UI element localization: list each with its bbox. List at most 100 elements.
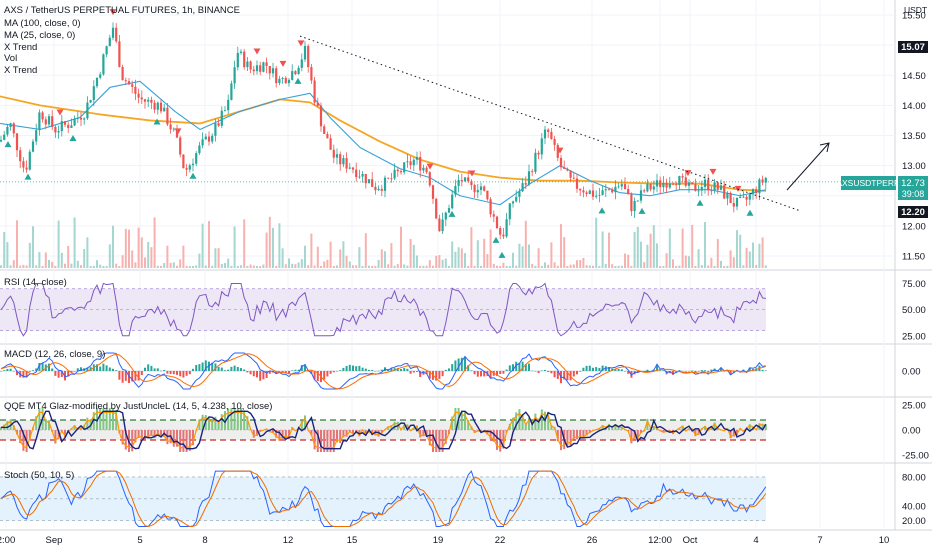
forecast-arrow[interactable]: [786, 142, 830, 191]
candle-body[interactable]: [511, 201, 515, 204]
candle-body[interactable]: [223, 110, 227, 111]
candle-body[interactable]: [588, 190, 591, 195]
candle-body[interactable]: [508, 203, 511, 220]
candle-body[interactable]: [591, 190, 595, 197]
candle-body[interactable]: [639, 190, 643, 201]
candle-body[interactable]: [684, 177, 687, 186]
candle-body[interactable]: [393, 169, 396, 179]
candle-body[interactable]: [246, 61, 249, 68]
candle-body[interactable]: [367, 179, 371, 184]
candle-body[interactable]: [479, 186, 483, 191]
candle-body[interactable]: [44, 119, 47, 125]
candle-body[interactable]: [396, 169, 399, 172]
candle-body[interactable]: [537, 152, 540, 155]
candle-body[interactable]: [559, 157, 563, 168]
candle-body[interactable]: [460, 180, 463, 182]
candle-body[interactable]: [134, 86, 137, 94]
candle-body[interactable]: [31, 141, 35, 152]
candle-body[interactable]: [191, 163, 195, 166]
candle-body[interactable]: [284, 77, 287, 84]
candle-body[interactable]: [79, 117, 83, 120]
candle-body[interactable]: [115, 27, 118, 42]
candle-body[interactable]: [111, 27, 115, 38]
macd-pane-title[interactable]: MACD (12, 26, close, 9): [4, 349, 105, 360]
candle-body[interactable]: [531, 171, 534, 173]
candle-body[interactable]: [521, 183, 524, 192]
candle-body[interactable]: [364, 173, 367, 184]
candle-body[interactable]: [761, 179, 764, 183]
candle-body[interactable]: [681, 176, 684, 178]
candle-body[interactable]: [147, 99, 150, 102]
candle-body[interactable]: [76, 117, 79, 119]
indicator-label-ma25[interactable]: MA (25, close, 0): [4, 30, 75, 41]
candle-body[interactable]: [630, 194, 633, 212]
candle-body[interactable]: [217, 123, 220, 126]
candle-body[interactable]: [99, 74, 102, 78]
candle-body[interactable]: [755, 189, 758, 194]
candle-body[interactable]: [527, 171, 531, 185]
candle-body[interactable]: [281, 77, 284, 79]
candle-body[interactable]: [387, 177, 390, 179]
candle-body[interactable]: [28, 151, 31, 170]
candle-body[interactable]: [303, 46, 307, 60]
candle-body[interactable]: [89, 100, 92, 103]
descending-trendline[interactable]: [299, 35, 801, 212]
candle-body[interactable]: [131, 84, 134, 87]
candle-body[interactable]: [239, 51, 243, 53]
candle-body[interactable]: [735, 198, 739, 207]
candle-body[interactable]: [425, 167, 428, 173]
candle-body[interactable]: [255, 65, 259, 72]
candle-body[interactable]: [262, 62, 265, 72]
candle-body[interactable]: [620, 184, 623, 187]
candle-body[interactable]: [707, 179, 710, 191]
candle-body[interactable]: [127, 81, 131, 85]
candle-body[interactable]: [310, 67, 313, 81]
candle-body[interactable]: [220, 110, 223, 126]
candle-body[interactable]: [70, 125, 73, 128]
candle-body[interactable]: [742, 196, 745, 198]
candle-body[interactable]: [495, 216, 499, 229]
candle-body[interactable]: [41, 112, 44, 120]
candle-body[interactable]: [691, 182, 694, 185]
candle-body[interactable]: [595, 195, 598, 197]
candle-body[interactable]: [118, 41, 121, 67]
candle-body[interactable]: [518, 191, 521, 197]
candle-body[interactable]: [438, 218, 441, 232]
candle-body[interactable]: [441, 219, 444, 232]
candle-body[interactable]: [300, 59, 303, 68]
candle-body[interactable]: [259, 65, 262, 72]
candle-body[interactable]: [339, 154, 342, 165]
candle-body[interactable]: [67, 124, 70, 128]
candle-body[interactable]: [166, 107, 169, 125]
candle-body[interactable]: [428, 172, 431, 186]
candle-body[interactable]: [412, 159, 415, 166]
candle-body[interactable]: [444, 212, 447, 220]
candle-body[interactable]: [515, 196, 518, 202]
candle-body[interactable]: [659, 180, 662, 188]
candle-body[interactable]: [646, 183, 649, 192]
rsi-pane-title[interactable]: RSI (14, close): [4, 277, 67, 288]
candle-body[interactable]: [63, 121, 67, 125]
candle-body[interactable]: [655, 180, 659, 187]
candle-body[interactable]: [265, 62, 268, 67]
candle-body[interactable]: [579, 188, 582, 191]
candle-body[interactable]: [102, 54, 105, 75]
candle-body[interactable]: [649, 183, 652, 190]
candle-body[interactable]: [374, 186, 377, 191]
candle-body[interactable]: [319, 105, 323, 127]
candle-body[interactable]: [492, 214, 495, 217]
candle-body[interactable]: [563, 167, 566, 169]
candle-body[interactable]: [390, 178, 393, 180]
candle-body[interactable]: [454, 185, 457, 195]
candle-body[interactable]: [764, 177, 767, 183]
candle-body[interactable]: [342, 158, 345, 165]
candle-body[interactable]: [236, 52, 239, 68]
candle-body[interactable]: [524, 183, 527, 185]
candle-body[interactable]: [463, 177, 467, 182]
candle-body[interactable]: [451, 194, 454, 209]
candle-body[interactable]: [12, 123, 15, 134]
candle-body[interactable]: [668, 183, 671, 188]
candle-body[interactable]: [598, 194, 601, 196]
candle-body[interactable]: [697, 190, 700, 192]
candle-body[interactable]: [95, 77, 99, 87]
